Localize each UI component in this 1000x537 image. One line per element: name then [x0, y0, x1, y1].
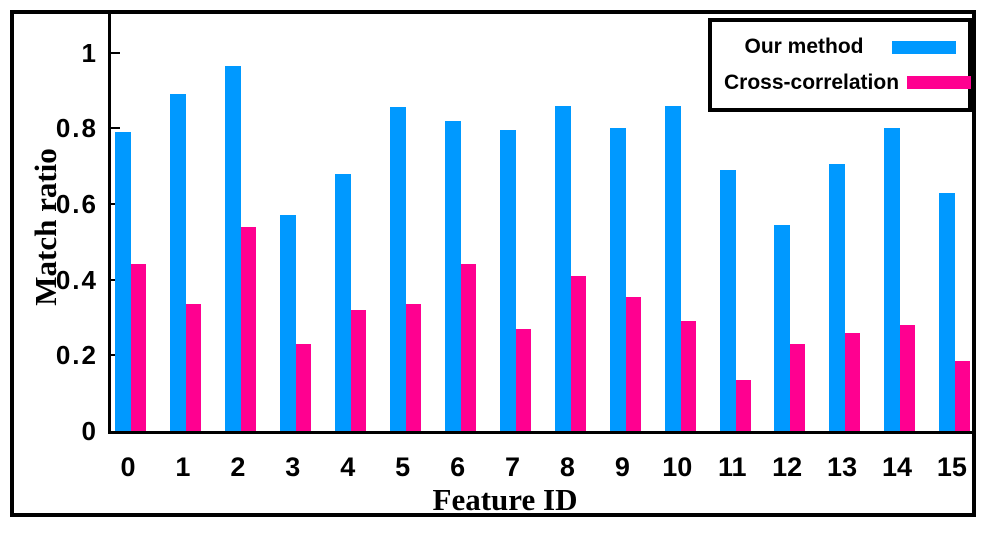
- x-tick-label-2: 2: [230, 452, 246, 482]
- y-axis-tick: [111, 127, 120, 130]
- x-tick-label-5: 5: [395, 452, 411, 482]
- x-tick-label-13: 13: [827, 452, 858, 482]
- bar-our-method-14: [884, 128, 901, 431]
- x-tick-label-11: 11: [717, 452, 747, 482]
- y-tick-label-0.4: 0.4: [55, 264, 98, 295]
- bar-cross-correlation-14: [900, 325, 916, 431]
- bar-cross-correlation-12: [790, 343, 806, 431]
- y-tick-label-0.2: 0.2: [55, 340, 98, 371]
- x-tick-label-10: 10: [662, 452, 693, 482]
- x-tick-label-7: 7: [504, 452, 521, 482]
- y-tick-label-0: 0: [81, 416, 98, 446]
- bar-our-method-12: [774, 224, 791, 431]
- bar-our-method-6: [444, 120, 461, 431]
- bar-cross-correlation-1: [186, 304, 202, 431]
- legend-box: Our method Cross-correlation: [708, 18, 972, 112]
- bar-cross-correlation-6: [460, 264, 476, 431]
- chart-frame-inner: Match ratio 0 0.2 0.4 0.6 0.8 1 0 1 2 3 4 5 6 7 8 9 10 1…: [14, 14, 972, 517]
- y-tick-label-0.8: 0.8: [55, 113, 98, 144]
- y-tick-label-0.6: 0.6: [55, 188, 98, 219]
- bar-cross-correlation-2: [241, 226, 257, 431]
- bar-our-method-8: [554, 105, 571, 431]
- bar-our-method-9: [609, 128, 626, 431]
- x-tick-label-0: 0: [120, 452, 136, 482]
- bar-our-method-15: [939, 192, 956, 431]
- bar-our-method-5: [389, 107, 406, 431]
- bar-our-method-7: [499, 130, 516, 431]
- x-tick-label-8: 8: [559, 452, 575, 482]
- x-tick-label-3: 3: [285, 452, 301, 482]
- x-tick-label-1: 1: [175, 452, 191, 482]
- bar-our-method-10: [664, 105, 681, 431]
- x-tick-label-12: 12: [772, 452, 803, 482]
- bar-cross-correlation-13: [845, 332, 861, 431]
- bar-cross-correlation-15: [955, 360, 971, 431]
- bar-cross-correlation-0: [131, 264, 147, 431]
- bar-our-method-1: [170, 94, 187, 431]
- bar-our-method-0: [115, 132, 132, 431]
- bar-our-method-3: [280, 215, 297, 431]
- y-axis-tick: [111, 51, 120, 54]
- x-tick-label-4: 4: [340, 452, 356, 482]
- legend-swatch-our-method: [892, 40, 956, 54]
- legend-item: Our method: [724, 35, 956, 59]
- plot-area: [108, 14, 972, 434]
- bar-cross-correlation-7: [515, 328, 531, 431]
- y-tick-label-1: 1: [81, 37, 98, 68]
- bar-cross-correlation-8: [570, 275, 586, 431]
- x-tick-label-9: 9: [614, 452, 630, 482]
- bar-our-method-11: [719, 169, 736, 431]
- bar-cross-correlation-11: [735, 379, 751, 431]
- x-axis-title: Feature ID: [432, 482, 578, 517]
- chart-frame: Match ratio 0 0.2 0.4 0.6 0.8 1 0 1 2 3 4 5 6 7 8 9 10 1…: [10, 10, 976, 517]
- legend-label: Cross-correlation: [724, 70, 900, 94]
- bar-our-method-4: [335, 173, 352, 431]
- legend-swatch-cross-correlation: [907, 76, 972, 90]
- bar-cross-correlation-3: [296, 343, 312, 431]
- x-tick-label-6: 6: [450, 452, 466, 482]
- bar-cross-correlation-9: [625, 296, 641, 431]
- bar-cross-correlation-10: [680, 321, 696, 431]
- x-tick-label-14: 14: [881, 452, 913, 482]
- legend-item: Cross-correlation: [724, 70, 972, 95]
- bar-our-method-2: [225, 65, 242, 431]
- x-tick-label-15: 15: [936, 452, 967, 482]
- bar-cross-correlation-4: [351, 309, 367, 431]
- bar-cross-correlation-5: [405, 304, 421, 431]
- legend-label: Our method: [744, 35, 864, 59]
- bar-our-method-13: [829, 164, 846, 431]
